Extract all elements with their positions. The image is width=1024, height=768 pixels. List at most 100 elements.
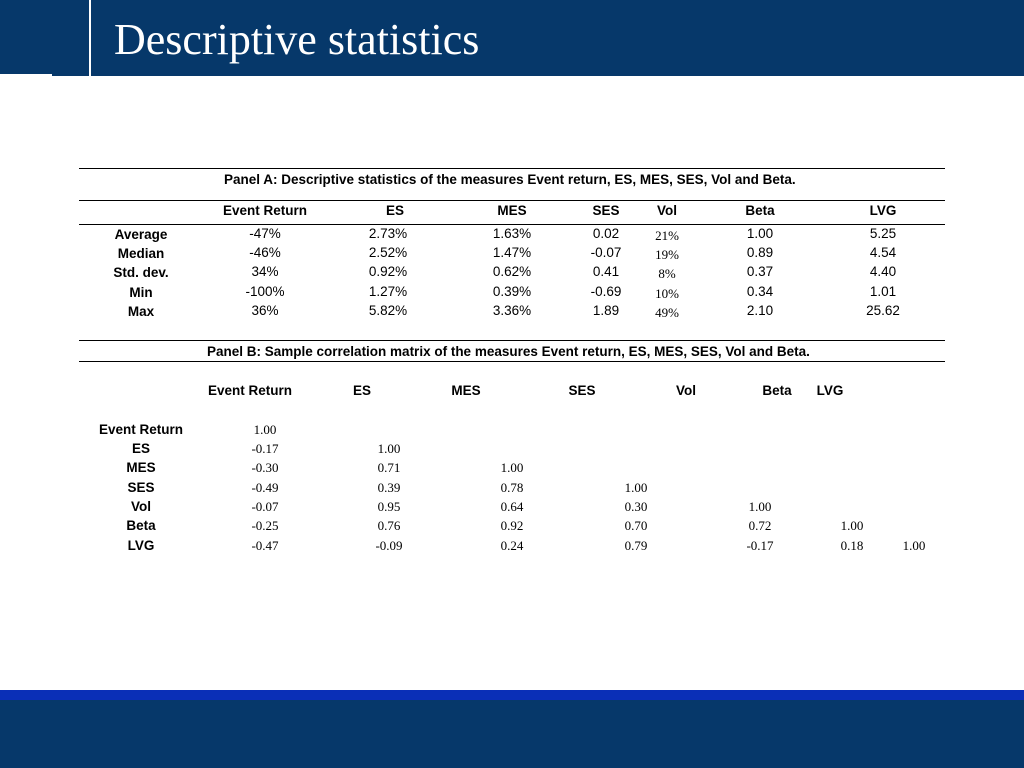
panel-b-row-label: SES [127, 480, 155, 495]
panel-a-cell: 2.73% [368, 226, 408, 241]
panel-b-cell: 1.00 [840, 518, 864, 533]
panel-a-cell: 1.63% [492, 226, 532, 241]
panel-b-cell: 1.00 [624, 480, 648, 495]
panel-a-cell: 0.37 [746, 264, 774, 279]
panel-b-cell: 1.00 [748, 499, 772, 514]
panel-a-col-header: Event Return [222, 203, 308, 218]
panel-a-title: Panel A: Descriptive statistics of the m… [224, 172, 796, 187]
panel-b-col-header: SES [568, 383, 596, 398]
panel-b-cell: 0.92 [500, 518, 524, 533]
panel-b-title: Panel B: Sample correlation matrix of th… [207, 344, 810, 359]
panel-b-col-header: Beta [762, 383, 792, 398]
panel-a-cell: 5.25 [869, 226, 897, 241]
panel-a-cell: 25.62 [866, 303, 900, 318]
panel-a-col-header: ES [385, 203, 405, 218]
panel-b-title-rule [79, 361, 945, 362]
panel-b-cell: -0.30 [251, 460, 279, 475]
panel-a-cell: -46% [249, 245, 281, 260]
header-divider [89, 0, 91, 76]
panel-a-col-header: Vol [657, 203, 677, 218]
panel-a-cell: 1.47% [492, 245, 532, 260]
panel-a-row-label: Max [127, 304, 155, 319]
panel-b-cell: -0.17 [746, 538, 774, 553]
panel-b-top-rule [79, 340, 945, 341]
panel-a-cell: 1.01 [869, 284, 897, 299]
panel-a-cell: -100% [245, 284, 285, 299]
panel-a-cell: 1.00 [746, 226, 774, 241]
panel-b-col-header: LVG [816, 383, 844, 398]
panel-a-cell: 3.36% [492, 303, 532, 318]
panel-b-col-header: Event Return [207, 383, 293, 398]
panel-b-cell: 0.76 [377, 518, 401, 533]
footer-accent-bar [0, 690, 1024, 700]
panel-a-cell: 0.92% [368, 264, 408, 279]
panel-b-cell: -0.49 [251, 480, 279, 495]
panel-b-row-label: Vol [131, 499, 151, 514]
panel-b-cell: 1.00 [253, 422, 277, 437]
panel-a-cell: 5.82% [368, 303, 408, 318]
panel-b-cell: 0.64 [500, 499, 524, 514]
panel-b-cell: 0.18 [840, 538, 864, 553]
panel-b-cell: 0.95 [377, 499, 401, 514]
panel-a-cell: 2.52% [368, 245, 408, 260]
panel-a-cell: 4.54 [869, 245, 897, 260]
panel-b-col-header: ES [352, 383, 372, 398]
panel-b-cell: 0.72 [748, 518, 772, 533]
panel-b-cell: 0.71 [377, 460, 401, 475]
panel-b-col-header: MES [451, 383, 481, 398]
panel-a-row-label: Median [117, 246, 165, 261]
panel-a-cell: 0.62% [492, 264, 532, 279]
panel-a-cell: 0.41 [592, 264, 620, 279]
panel-b-cell: 1.00 [902, 538, 926, 553]
panel-b-col-header: Vol [676, 383, 696, 398]
panel-a-cell: 0.34 [746, 284, 774, 299]
panel-a-cell: 1.27% [368, 284, 408, 299]
panel-a-cell: -0.07 [590, 245, 622, 260]
panel-a-cell: 36% [251, 303, 279, 318]
panel-b-cell: 0.78 [500, 480, 524, 495]
panel-b-cell: 0.79 [624, 538, 648, 553]
panel-a-cell: 34% [251, 264, 279, 279]
panel-a-row-label: Average [114, 227, 168, 242]
panel-a-cell: 10% [655, 286, 679, 301]
panel-b-cell: -0.09 [375, 538, 403, 553]
panel-a-col-header: SES [592, 203, 620, 218]
panel-b-cell: -0.17 [251, 441, 279, 456]
panel-b-cell: 0.24 [500, 538, 524, 553]
panel-a-header-rule [79, 224, 945, 225]
panel-a-title-rule [79, 200, 945, 201]
panel-a-row-label: Std. dev. [113, 265, 169, 280]
panel-b-cell: 1.00 [500, 460, 524, 475]
panel-b-cell: -0.07 [251, 499, 279, 514]
slide-title: Descriptive statistics [114, 15, 480, 64]
panel-b-row-label: MES [126, 460, 156, 475]
panel-a-cell: 1.89 [592, 303, 620, 318]
panel-b-row-label: LVG [127, 538, 155, 553]
panel-a-cell: 0.89 [746, 245, 774, 260]
panel-a-cell: -47% [249, 226, 281, 241]
panel-a-cell: 8% [658, 266, 676, 281]
slide-header [0, 0, 1024, 76]
slide-footer [0, 700, 1024, 768]
panel-a-row-label: Min [129, 285, 153, 300]
panel-b-row-label: Event Return [98, 422, 184, 437]
panel-a-cell: 0.02 [592, 226, 620, 241]
panel-a-cell: 21% [655, 228, 679, 243]
panel-a-cell: -0.69 [590, 284, 622, 299]
panel-a-top-rule [79, 168, 945, 169]
panel-a-cell: 49% [655, 305, 679, 320]
panel-a-col-header: Beta [745, 203, 775, 218]
panel-a-cell: 4.40 [869, 264, 897, 279]
panel-a-col-header: LVG [869, 203, 897, 218]
panel-b-cell: 0.30 [624, 499, 648, 514]
panel-b-row-label: ES [131, 441, 151, 456]
panel-a-cell: 19% [655, 247, 679, 262]
panel-a-cell: 2.10 [746, 303, 774, 318]
panel-b-cell: -0.25 [251, 518, 279, 533]
panel-b-cell: 1.00 [377, 441, 401, 456]
panel-b-cell: 0.39 [377, 480, 401, 495]
header-rule [0, 74, 52, 76]
panel-b-cell: 0.70 [624, 518, 648, 533]
panel-a-cell: 0.39% [492, 284, 532, 299]
panel-b-cell: -0.47 [251, 538, 279, 553]
